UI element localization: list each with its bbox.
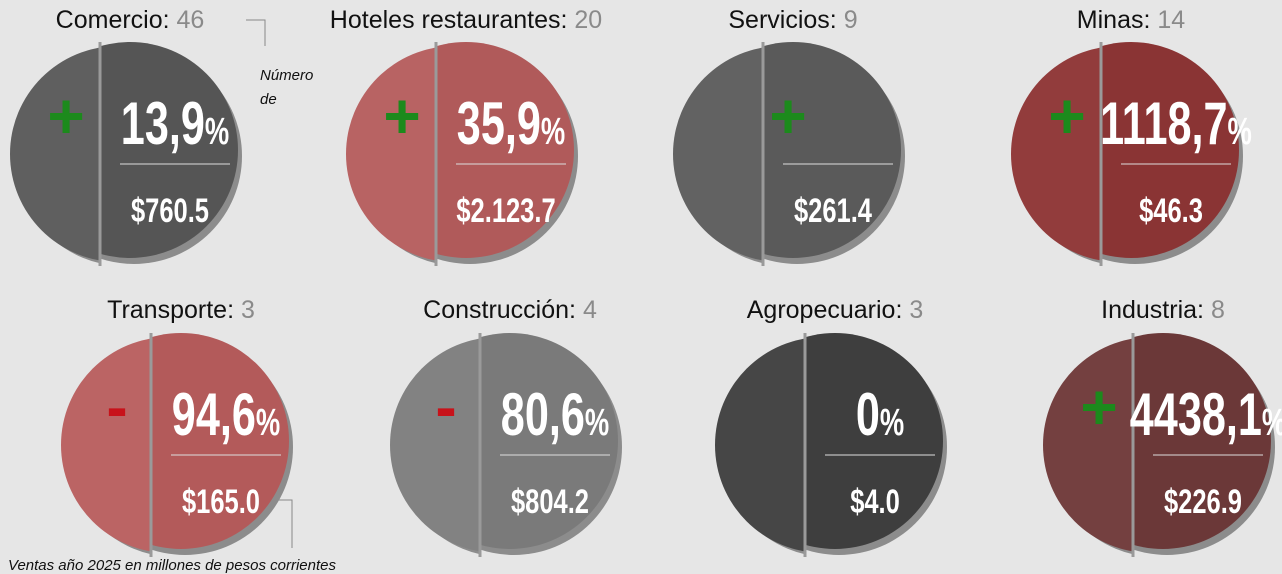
change-value: 4438,1 <box>1130 382 1262 449</box>
sales: $804.2 <box>511 484 589 521</box>
count-note-line: de <box>260 91 277 108</box>
change: 1118,7% <box>1100 91 1252 158</box>
sector-count: 9 <box>844 6 858 34</box>
sales-group: $46.3 <box>1139 193 1203 230</box>
change-group: 35,9% <box>457 91 565 158</box>
sector-count: 4 <box>583 296 597 324</box>
sign: + <box>769 80 806 152</box>
sector-name: Construcción: <box>423 296 576 324</box>
sales: $165.0 <box>182 484 260 521</box>
sector-title: Minas: 14 <box>1077 6 1185 34</box>
change-unit: % <box>1227 111 1251 153</box>
half-left <box>61 338 151 552</box>
half-right <box>805 333 943 549</box>
change-value: 80,6 <box>501 382 585 449</box>
sector-count: 46 <box>177 6 205 34</box>
sign: + <box>47 80 84 152</box>
half-right <box>100 42 238 258</box>
change-unit: % <box>1262 402 1282 444</box>
change-value: 13,9 <box>121 91 205 158</box>
half-right <box>480 333 618 549</box>
sector-name: Agropecuario: <box>747 296 903 324</box>
connector <box>246 19 266 46</box>
sign: - <box>435 371 456 443</box>
sales: $2.123.7 <box>456 193 555 230</box>
change: 13,9% <box>121 91 229 158</box>
change-value: 94,6 <box>172 382 256 449</box>
change-group: 80,6% <box>501 382 609 449</box>
half-right <box>1101 42 1239 258</box>
sector-title: Hoteles restaurantes: 20 <box>330 6 602 34</box>
sector-name: Industria: <box>1101 296 1204 324</box>
change-value: 1118,7 <box>1100 91 1227 158</box>
change: 4438,1% <box>1130 382 1282 449</box>
sector-count: 20 <box>574 6 602 34</box>
sector-title: Industria: 8 <box>1101 296 1225 324</box>
sales-group: $226.9 <box>1164 484 1242 521</box>
count-note-line: Número <box>260 67 313 84</box>
half-left <box>1043 338 1133 552</box>
sales-group: $804.2 <box>511 484 589 521</box>
sector-count: 14 <box>1157 6 1185 34</box>
change-value: 35,9 <box>457 91 541 158</box>
change-group: 0% <box>856 382 904 449</box>
count-note: Número de <box>260 67 313 108</box>
sign: + <box>383 80 420 152</box>
sales: $4.0 <box>850 484 900 521</box>
half-left <box>1011 47 1101 261</box>
sector-title: Agropecuario: 3 <box>747 296 924 324</box>
sales: $226.9 <box>1164 484 1242 521</box>
half-left <box>715 338 805 552</box>
sector-name: Minas: <box>1077 6 1151 34</box>
sales-group: $760.5 <box>131 193 209 230</box>
sales-group: $4.0 <box>850 484 900 521</box>
change: 94,6% <box>172 382 280 449</box>
sales: $760.5 <box>131 193 209 230</box>
sector-title: Transporte: 3 <box>107 296 255 324</box>
change-group: 4438,1% <box>1130 382 1282 449</box>
change-group: 13,9% <box>121 91 229 158</box>
sector-name: Hoteles restaurantes: <box>330 6 568 34</box>
sector-title: Construcción: 4 <box>423 296 597 324</box>
change-unit: % <box>880 402 904 444</box>
half-right <box>436 42 574 258</box>
change-unit: % <box>585 402 609 444</box>
change-unit: % <box>205 111 229 153</box>
change-group: 1118,7% <box>1100 91 1252 158</box>
change-value: 0 <box>856 382 880 449</box>
change-unit: % <box>541 111 565 153</box>
sign: + <box>1080 371 1117 443</box>
sales: $46.3 <box>1139 193 1203 230</box>
sales-group: $2.123.7 <box>456 193 555 230</box>
half-right <box>1133 333 1271 549</box>
half-left <box>10 47 100 261</box>
sector-title: Comercio: 46 <box>56 6 205 34</box>
sign: + <box>1048 80 1085 152</box>
half-left <box>673 47 763 261</box>
sector-name: Comercio: <box>56 6 170 34</box>
half-right <box>151 333 289 549</box>
sector-count: 8 <box>1211 296 1225 324</box>
sales-group: $165.0 <box>182 484 260 521</box>
half-left <box>390 338 480 552</box>
sector-title: Servicios: 9 <box>728 6 857 34</box>
sector-name: Transporte: <box>107 296 234 324</box>
sector-count: 3 <box>241 296 255 324</box>
change-unit: % <box>256 402 280 444</box>
half-left <box>346 47 436 261</box>
sales-group: $261.4 <box>794 193 872 230</box>
change: 35,9% <box>457 91 565 158</box>
change-group: 94,6% <box>172 382 280 449</box>
sign: - <box>106 371 127 443</box>
sector-count: 3 <box>909 296 923 324</box>
change: 80,6% <box>501 382 609 449</box>
half-right <box>763 42 901 258</box>
sector-name: Servicios: <box>728 6 836 34</box>
sales: $261.4 <box>794 193 872 230</box>
change: 0% <box>856 382 904 449</box>
sales-note: Ventas año 2025 en millones de pesos cor… <box>8 557 336 574</box>
